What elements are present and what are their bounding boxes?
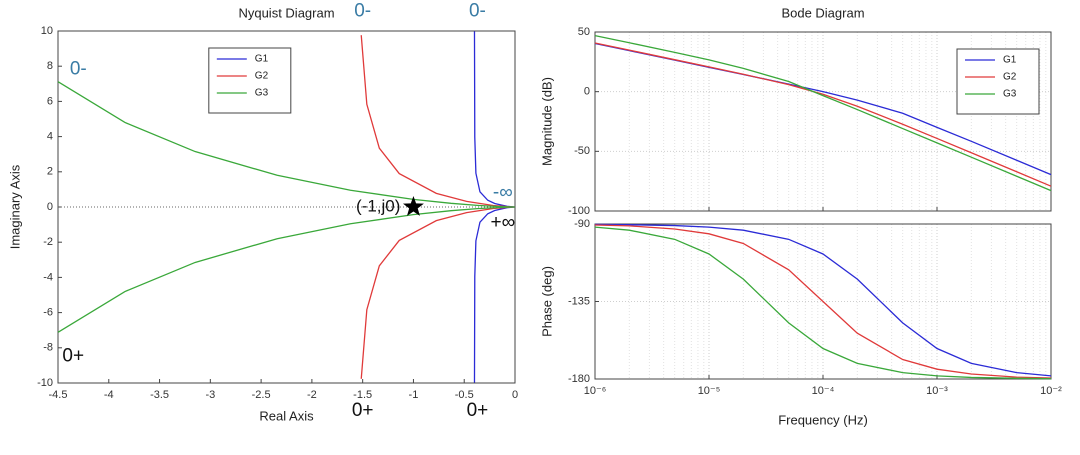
point-marker xyxy=(402,196,424,216)
y-tick-label: -6 xyxy=(43,307,53,319)
y-axis-label: Phase (deg) xyxy=(539,266,554,337)
y-tick-label: 0 xyxy=(47,201,53,213)
x-tick-label: -0.5 xyxy=(455,389,474,401)
y-tick-label: -90 xyxy=(574,218,590,230)
annotation: 0+ xyxy=(467,400,489,421)
y-axis-label: Magnitude (dB) xyxy=(539,77,554,166)
x-tick-label: -4 xyxy=(104,389,114,401)
y-tick-label: 6 xyxy=(47,95,53,107)
legend-box xyxy=(956,48,1040,115)
y-tick-label: 0 xyxy=(584,86,590,98)
legend-label: G3 xyxy=(1003,89,1017,100)
legend-label: G3 xyxy=(255,88,269,99)
y-tick-label: -50 xyxy=(574,145,590,157)
y-tick-label: -4 xyxy=(43,271,53,283)
series-line xyxy=(57,81,516,333)
y-tick-label: -8 xyxy=(43,342,53,354)
x-tick-label: -3 xyxy=(205,389,215,401)
legend-label: G1 xyxy=(255,54,269,65)
legend-label: G2 xyxy=(255,71,269,82)
chart-title: Bode Diagram xyxy=(781,5,864,20)
annotation: -∞ xyxy=(493,182,513,203)
annotation: (-1,j0) xyxy=(356,196,400,215)
x-tick-label: 10⁻³ xyxy=(926,385,948,397)
x-tick-label: -1 xyxy=(409,389,419,401)
y-tick-label: 10 xyxy=(41,25,53,37)
x-tick-label: 10⁻⁶ xyxy=(584,385,607,397)
y-tick-label: -10 xyxy=(37,377,53,389)
series-line xyxy=(594,42,1052,187)
plot-frame xyxy=(594,223,1052,380)
y-tick-label: -180 xyxy=(568,373,590,385)
legend-label: G2 xyxy=(1003,72,1017,83)
y-tick-label: 50 xyxy=(578,26,590,38)
series-line xyxy=(594,34,1052,192)
x-tick-label: -3.5 xyxy=(150,389,169,401)
y-tick-label: -2 xyxy=(43,236,53,248)
y-axis-label: Imaginary Axis xyxy=(7,164,22,249)
y-tick-label: 8 xyxy=(47,60,53,72)
x-tick-label: -1.5 xyxy=(353,389,372,401)
plot-frame xyxy=(594,31,1052,212)
x-tick-label: -2 xyxy=(307,389,317,401)
x-tick-label: 10⁻² xyxy=(1040,385,1062,397)
annotation: 0- xyxy=(469,1,486,22)
x-axis-label: Frequency (Hz) xyxy=(778,412,868,427)
y-tick-label: -100 xyxy=(568,205,590,217)
x-axis-label: Real Axis xyxy=(259,408,314,423)
x-tick-label: 0 xyxy=(512,389,518,401)
annotation: 0- xyxy=(354,1,371,22)
y-tick-label: 4 xyxy=(47,131,53,143)
x-tick-label: -2.5 xyxy=(252,389,271,401)
annotation: 0+ xyxy=(352,400,374,421)
y-tick-label: -135 xyxy=(568,295,590,307)
annotation: 0+ xyxy=(62,346,84,367)
series-line xyxy=(594,223,1052,377)
legend-box xyxy=(208,47,292,114)
series-line xyxy=(594,224,1052,379)
x-tick-label: 10⁻⁴ xyxy=(812,385,835,397)
y-tick-label: 2 xyxy=(47,166,53,178)
x-tick-label: 10⁻⁵ xyxy=(698,385,721,397)
legend-label: G1 xyxy=(1003,55,1017,66)
annotation: 0- xyxy=(70,59,87,80)
x-tick-label: -4.5 xyxy=(49,389,68,401)
annotation: +∞ xyxy=(490,212,515,233)
chart-title: Nyquist Diagram xyxy=(238,5,334,20)
series-line xyxy=(594,226,1052,380)
